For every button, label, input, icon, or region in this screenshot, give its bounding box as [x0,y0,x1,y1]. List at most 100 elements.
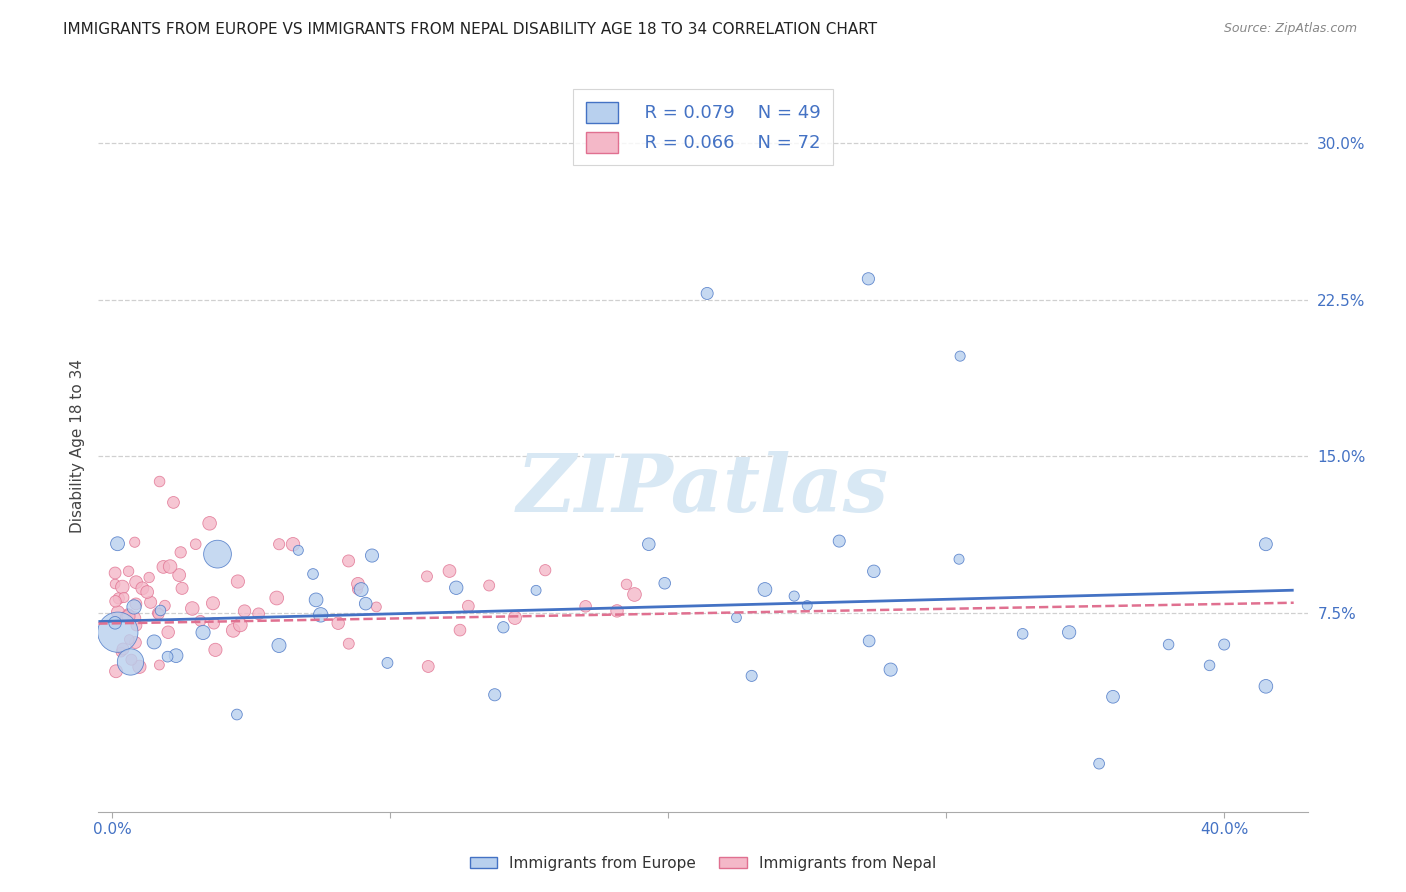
Point [118,632,141,647]
Point [377,656,399,670]
Point [153,599,176,613]
Text: Source: ZipAtlas.com: Source: ZipAtlas.com [1223,22,1357,36]
Point [654,576,676,591]
Point [148,658,170,673]
Point [111,642,134,657]
Point [616,577,638,591]
Point [181,601,204,615]
Point [107,537,129,551]
Point [305,593,328,607]
Point [136,585,159,599]
Point [159,559,181,574]
Point [162,495,184,509]
Point [124,635,146,649]
Point [287,543,309,558]
Point [152,560,174,574]
Point [143,635,166,649]
Point [949,349,972,363]
Point [416,569,439,583]
Point [637,537,659,551]
Point [269,537,291,551]
Point [104,566,127,580]
Point [492,620,515,634]
Point [439,564,461,578]
Point [796,599,818,613]
Point [165,648,187,663]
Point [117,564,139,578]
Point [1254,537,1277,551]
Point [361,549,384,563]
Point [139,595,162,609]
Point [128,660,150,674]
Point [1198,658,1220,673]
Point [201,596,224,610]
Point [146,606,169,620]
Point [328,616,350,631]
Point [120,653,142,667]
Point [148,607,170,621]
Point [484,688,506,702]
Point [741,669,763,683]
Point [104,577,127,591]
Point [117,607,139,622]
Point [346,582,368,597]
Point [169,545,191,559]
Point [309,607,332,622]
Point [198,516,221,531]
Point [337,554,360,568]
Point [107,625,129,640]
Point [122,599,145,614]
Y-axis label: Disability Age 18 to 34: Disability Age 18 to 34 [69,359,84,533]
Point [1102,690,1125,704]
Point [503,611,526,625]
Point [948,552,970,566]
Point [281,537,304,551]
Point [1088,756,1111,771]
Point [226,574,249,589]
Point [107,605,129,619]
Point [1157,638,1180,652]
Point [125,618,148,632]
Point [114,610,136,624]
Point [418,659,440,673]
Point [350,582,373,597]
Point [167,568,190,582]
Point [204,643,226,657]
Point [184,537,207,551]
Point [117,609,139,624]
Point [337,637,360,651]
Point [125,597,148,611]
Point [267,639,290,653]
Point [858,634,880,648]
Point [446,581,468,595]
Point [457,599,479,614]
Point [858,272,880,286]
Point [233,604,256,618]
Point [696,286,718,301]
Point [828,534,851,549]
Point [623,587,645,601]
Point [156,649,179,664]
Point [524,583,547,598]
Point [112,591,135,605]
Point [207,547,229,561]
Point [104,615,127,630]
Point [191,625,214,640]
Point [111,580,134,594]
Point [534,563,557,577]
Point [879,663,901,677]
Point [1213,638,1236,652]
Point [170,582,193,596]
Point [149,603,172,617]
Text: ZIPatlas: ZIPatlas [517,451,889,529]
Legend:   R = 0.079    N = 49,   R = 0.066    N = 72: R = 0.079 N = 49, R = 0.066 N = 72 [574,89,832,165]
Point [148,475,170,489]
Point [449,623,471,637]
Point [478,578,501,592]
Point [120,655,142,669]
Point [124,535,146,549]
Point [110,645,132,659]
Legend: Immigrants from Europe, Immigrants from Nepal: Immigrants from Europe, Immigrants from … [464,850,942,877]
Point [190,614,212,628]
Point [266,591,288,605]
